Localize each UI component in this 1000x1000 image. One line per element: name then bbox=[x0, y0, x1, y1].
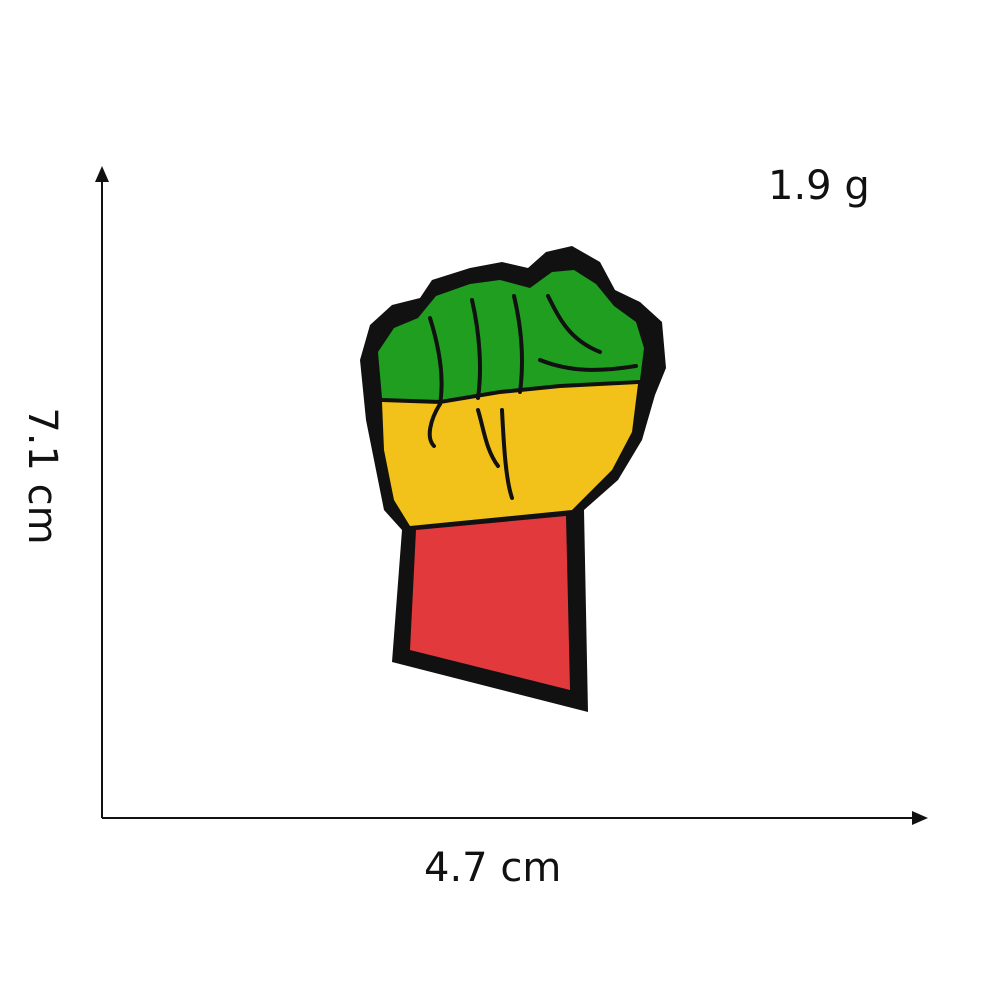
patch-stitch-lines bbox=[427, 294, 638, 500]
weight-label: 1.9 g bbox=[768, 163, 870, 209]
patch-red-section bbox=[410, 516, 570, 690]
fist-patch-image bbox=[360, 246, 666, 712]
width-arrow-icon bbox=[912, 811, 928, 825]
patch-yellow-section bbox=[382, 384, 638, 526]
height-arrow-icon bbox=[95, 166, 109, 182]
height-label: 7.1 cm bbox=[19, 407, 65, 545]
width-label: 4.7 cm bbox=[424, 845, 562, 891]
